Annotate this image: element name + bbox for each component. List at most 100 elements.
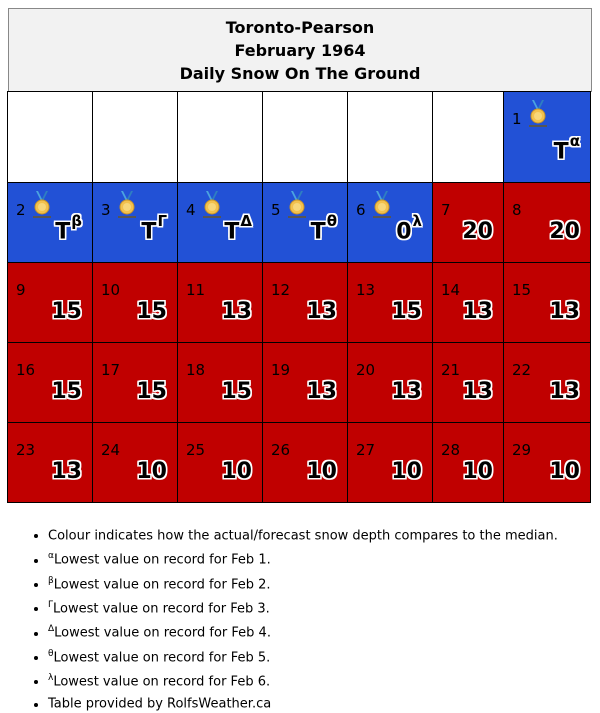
- footnote-item: ΓLowest value on record for Feb 3.: [48, 595, 558, 619]
- snow-depth-value: 20: [462, 219, 493, 244]
- footnote-item: θLowest value on record for Feb 5.: [48, 644, 558, 668]
- snow-depth-number: 10: [391, 459, 422, 484]
- record-footnote-marker: Γ: [157, 211, 167, 230]
- footnote-marker: β: [48, 575, 54, 586]
- snow-depth-number: 15: [136, 379, 167, 404]
- snow-depth-number: 15: [51, 299, 82, 324]
- snow-depth-number: 15: [136, 299, 167, 324]
- day-number: 26: [271, 441, 291, 459]
- snow-calendar-table: Toronto-Pearson February 1964 Daily Snow…: [7, 8, 592, 503]
- snow-depth-value: TΓ: [141, 212, 167, 244]
- record-medal-icon: [528, 100, 548, 128]
- snow-depth-value: 13: [462, 299, 493, 324]
- record-medal-icon: [32, 191, 52, 219]
- record-medal-icon: [287, 191, 307, 219]
- snow-depth-value: Tβ: [55, 212, 82, 244]
- snow-depth-number: T: [55, 219, 71, 244]
- snow-depth-value: 10: [549, 459, 580, 484]
- day-number: 8: [512, 201, 522, 219]
- footnote-text: Lowest value on record for Feb 6.: [53, 674, 271, 690]
- day-cell: 16 15: [7, 342, 93, 423]
- snow-depth-value: 10: [136, 459, 167, 484]
- day-cell: 7 20: [432, 182, 504, 263]
- footnote-text: Lowest value on record for Feb 2.: [53, 576, 271, 592]
- day-number: 17: [101, 361, 121, 379]
- calendar-week-3: 9 15 10 15 11 13 12 13 13 15 14 13 15 13: [7, 262, 592, 343]
- record-footnote-marker: Δ: [240, 211, 252, 230]
- snow-depth-value: 10: [462, 459, 493, 484]
- calendar-week-4: 16 15 17 15 18 15 19 13 20 13 21 13 22 13: [7, 342, 592, 423]
- day-number: 20: [356, 361, 376, 379]
- snow-depth-number: T: [141, 219, 157, 244]
- day-cell: 12 13: [262, 262, 348, 343]
- blank-cell: [262, 91, 348, 183]
- snow-depth-value: 10: [391, 459, 422, 484]
- day-cell: 9 15: [7, 262, 93, 343]
- calendar-week-5: 23 13 24 10 25 10 26 10 27 10 28 10 29 10: [7, 422, 592, 503]
- footnote-marker: Δ: [48, 624, 55, 635]
- snow-depth-value: 10: [306, 459, 337, 484]
- snow-depth-value: 20: [549, 219, 580, 244]
- snow-depth-number: 13: [306, 299, 337, 324]
- snow-depth-value: 13: [462, 379, 493, 404]
- snow-depth-number: 13: [391, 379, 422, 404]
- day-number: 18: [186, 361, 206, 379]
- calendar-week-1: 1 Tα: [7, 91, 592, 183]
- day-cell: 10 15: [92, 262, 178, 343]
- snow-depth-number: T: [310, 219, 326, 244]
- snow-depth-value: 0λ: [396, 212, 422, 244]
- day-number: 14: [441, 281, 461, 299]
- footnotes-list: Colour indicates how the actual/forecast…: [28, 522, 558, 713]
- snow-depth-value: TΔ: [224, 212, 252, 244]
- snow-depth-value: 15: [221, 379, 252, 404]
- snow-depth-number: 15: [51, 379, 82, 404]
- snow-depth-number: 13: [51, 459, 82, 484]
- snow-depth-value: 13: [391, 379, 422, 404]
- footnote-marker: θ: [48, 648, 54, 659]
- record-medal-icon: [372, 191, 392, 219]
- snow-depth-number: T: [553, 139, 569, 164]
- record-footnote-marker: λ: [412, 211, 423, 230]
- snow-depth-number: 10: [462, 459, 493, 484]
- record-medal-icon: [202, 191, 222, 219]
- blank-cell: [92, 91, 178, 183]
- day-cell: 27 10: [347, 422, 433, 503]
- day-number: 27: [356, 441, 376, 459]
- footnote-item: βLowest value on record for Feb 2.: [48, 571, 558, 595]
- station-name: Toronto-Pearson: [225, 18, 375, 37]
- footnote-marker: Γ: [48, 599, 54, 610]
- day-number: 23: [16, 441, 36, 459]
- snow-depth-number: 10: [549, 459, 580, 484]
- snow-depth-value: 15: [51, 379, 82, 404]
- snow-depth-value: 13: [306, 299, 337, 324]
- day-number: 6: [356, 201, 366, 219]
- day-number: 24: [101, 441, 121, 459]
- day-cell: 3 TΓ: [92, 182, 178, 263]
- day-cell: 14 13: [432, 262, 504, 343]
- day-number: 15: [512, 281, 532, 299]
- snow-depth-value: 15: [51, 299, 82, 324]
- day-number: 2: [16, 201, 26, 219]
- snow-depth-number: 0: [396, 219, 412, 244]
- day-cell: 8 20: [503, 182, 591, 263]
- footnote-text: Lowest value on record for Feb 4.: [54, 625, 271, 641]
- day-number: 19: [271, 361, 291, 379]
- snow-depth-number: 13: [221, 299, 252, 324]
- day-cell: 20 13: [347, 342, 433, 423]
- month-label: February 1964: [234, 41, 366, 60]
- day-number: 28: [441, 441, 461, 459]
- footnote-text: Lowest value on record for Feb 5.: [53, 649, 271, 665]
- day-cell: 4 TΔ: [177, 182, 263, 263]
- day-cell: 11 13: [177, 262, 263, 343]
- snow-depth-value: 13: [306, 379, 337, 404]
- snow-depth-number: 13: [306, 379, 337, 404]
- footnote-text: Lowest value on record for Feb 3.: [53, 601, 270, 617]
- day-cell: 29 10: [503, 422, 591, 503]
- day-cell: 26 10: [262, 422, 348, 503]
- footnote-text: Colour indicates how the actual/forecast…: [48, 528, 558, 544]
- day-number: 13: [356, 281, 376, 299]
- record-medal-icon: [117, 191, 137, 219]
- snow-depth-value: 15: [391, 299, 422, 324]
- record-footnote-marker: β: [71, 211, 82, 230]
- day-number: 16: [16, 361, 36, 379]
